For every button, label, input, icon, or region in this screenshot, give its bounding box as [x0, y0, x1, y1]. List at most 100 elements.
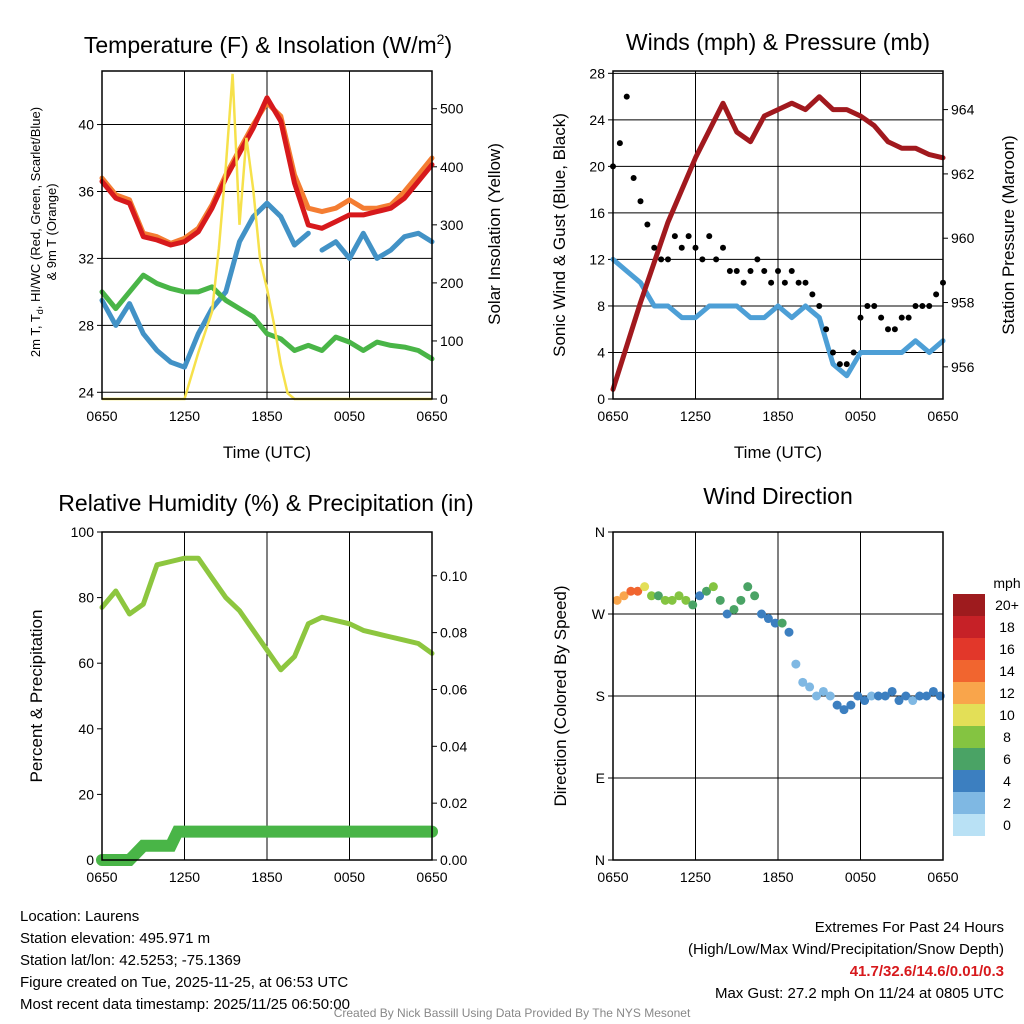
winds-xlabel: Time (UTC) [734, 443, 822, 462]
gust-point [637, 198, 644, 205]
wind-direction-point [798, 677, 808, 687]
colorbar-swatch [953, 792, 985, 814]
wind-direction-point [915, 691, 925, 701]
gust-point [754, 256, 761, 263]
extremes-info: Extremes For Past 24 Hours (High/Low/Max… [688, 917, 1004, 1005]
gust-point [623, 93, 630, 100]
colorbar-label: 6 [1003, 751, 1011, 767]
max-gust-text: Max Gust: 27.2 mph On 11/24 at 0805 UTC [714, 985, 1004, 1002]
gust-point [933, 291, 940, 298]
y-right-tick-label: 0.10 [440, 568, 467, 584]
wind-direction-point [887, 686, 897, 696]
wind-direction-point [667, 595, 677, 605]
temperature-title: Temperature (F) & Insolation (W/m2) [84, 31, 452, 58]
wind-direction-point [674, 591, 684, 601]
y-right-tick-label: 100 [440, 333, 464, 349]
y-right-tick-label: 0 [440, 391, 448, 407]
wind-direction-point [653, 591, 663, 601]
x-tick-label: 1850 [762, 869, 793, 885]
gust-point [692, 244, 699, 251]
extremes-legend: (High/Low/Max Wind/Precipitation/Snow De… [688, 941, 1004, 958]
y-right-tick-label: 956 [951, 359, 975, 375]
wind-direction-point [729, 604, 739, 614]
created-text: Figure created on Tue, 2025-11-25, at 06… [20, 974, 349, 991]
wind-direction-point [777, 618, 787, 628]
wind-direction-point [818, 686, 828, 696]
y-right-tick-label: 0.02 [440, 795, 467, 811]
x-tick-label: 0650 [86, 869, 117, 885]
colorbar-swatch [953, 814, 985, 836]
wind-direction-point [839, 705, 849, 715]
y-tick-label: 0 [86, 852, 94, 868]
y-tick-label: 60 [78, 655, 94, 671]
sonic-wind-line [610, 256, 946, 379]
colorbar-swatch [953, 682, 985, 704]
wind-direction-point [867, 691, 876, 701]
gust-point [885, 326, 891, 333]
x-tick-label: 1250 [680, 869, 711, 885]
wind-direction-point [750, 591, 760, 601]
colorbar-swatch [953, 748, 985, 770]
y-right-tick-label: 960 [951, 230, 975, 246]
wind-direction-point [846, 700, 856, 710]
y-right-tick-label: 0.04 [440, 738, 467, 754]
gust-point [651, 244, 658, 251]
y-right-tick-label: 400 [440, 159, 464, 175]
gust-point [726, 268, 733, 275]
solar-ylabel: Solar Insolation (Yellow) [485, 143, 504, 325]
wind-direction-point [633, 586, 643, 596]
x-tick-label: 1250 [169, 408, 200, 424]
gust-point [864, 302, 871, 309]
wind-direction-point [791, 659, 801, 669]
y-right-tick-label: 0.06 [440, 681, 467, 697]
x-tick-label: 0050 [334, 869, 365, 885]
gust-point [823, 326, 830, 333]
wind-direction-point [763, 614, 773, 624]
colorbar-label: 2 [1003, 795, 1011, 811]
wind-direction-panel: Wind Direction Direction (Colored By Spe… [551, 483, 1021, 885]
colorbar-label: 4 [1003, 773, 1011, 789]
gust-point [919, 302, 926, 309]
gust-point [857, 314, 864, 321]
gust-point [781, 279, 788, 286]
wind-direction-point [619, 591, 629, 601]
y-tick-label: 8 [597, 298, 605, 314]
gust-point [685, 233, 692, 240]
y-tick-label: 80 [78, 590, 94, 606]
x-tick-label: 0050 [334, 408, 365, 424]
colorbar-label: 18 [999, 619, 1015, 635]
latlon-text: Station lat/lon: 42.5253; -75.1369 [20, 952, 242, 969]
gust-point [891, 326, 898, 333]
plot-frame [612, 70, 944, 400]
winds-title: Winds (mph) & Pressure (mb) [626, 29, 930, 55]
wind-direction-point [805, 682, 815, 692]
wind-direction-point [770, 618, 780, 628]
wind-direction-point [873, 691, 883, 701]
gust-point [671, 233, 678, 240]
green-line [99, 272, 435, 362]
colorbar-label: 16 [999, 641, 1015, 657]
colorbar-title: mph [993, 575, 1020, 591]
wind-direction-point [626, 586, 636, 596]
y-right-tick-label: 958 [951, 295, 975, 311]
y-right-tick-label: 964 [951, 102, 975, 118]
humidity-ylabel: Percent & Precipitation [27, 610, 46, 783]
y-right-tick-label: 200 [440, 275, 464, 291]
gust-point [665, 256, 671, 263]
wind-direction-point [922, 691, 931, 701]
red-temp-line [99, 95, 435, 248]
wind-direction-point [647, 591, 656, 601]
gust-point [850, 349, 857, 356]
gust-point [905, 314, 912, 321]
y-right-tick-label: 300 [440, 217, 464, 233]
humidity-title: Relative Humidity (%) & Precipitation (i… [58, 490, 473, 516]
wind-direction-point [736, 595, 746, 605]
gust-point [644, 221, 651, 228]
wind-direction-point [880, 691, 890, 701]
humidity-panel: Relative Humidity (%) & Precipitation (i… [27, 490, 474, 885]
wind-direction-point [681, 595, 691, 605]
y-tick-label: 28 [78, 317, 94, 333]
y-tick-label: S [596, 688, 605, 704]
gust-point [616, 140, 623, 147]
y-tick-label: 100 [71, 524, 95, 540]
